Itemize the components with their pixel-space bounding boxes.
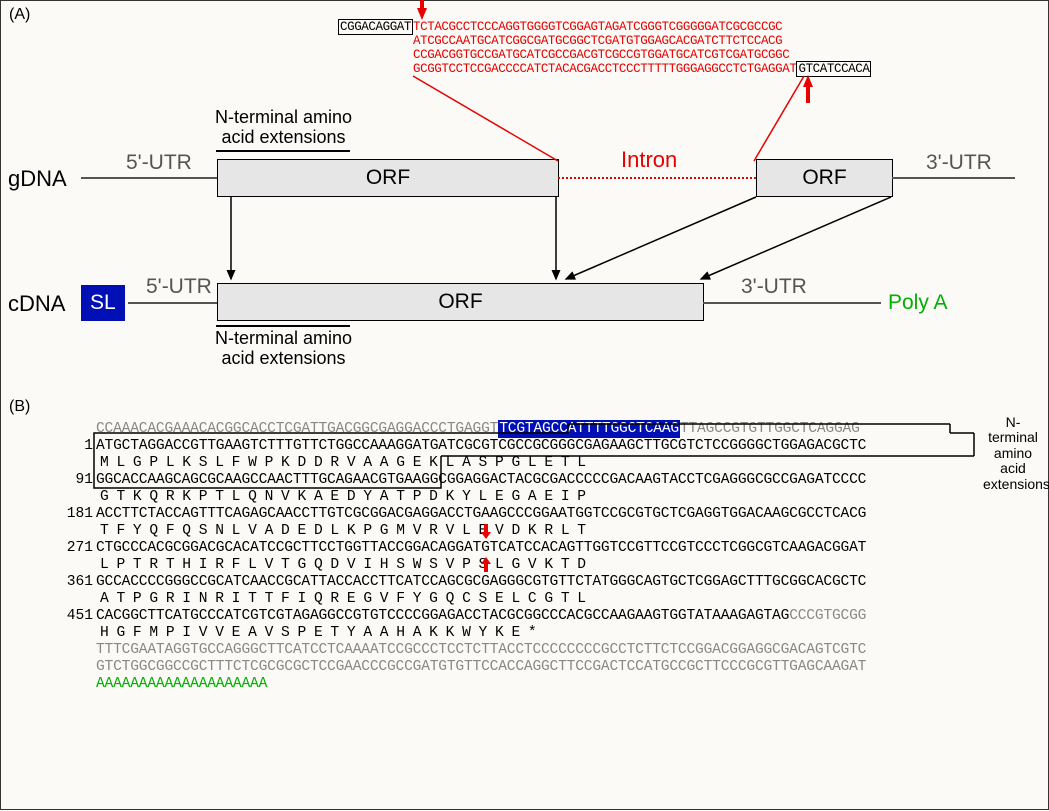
nterm-label-cdna: N-terminal aminoacid extensions: [215, 329, 352, 369]
cdna-3utr-line: [703, 302, 881, 304]
nt-row451: CACGGCTTCATGCCCATCGTCGTAGAGGCCGTGTCCCCGG…: [96, 608, 866, 624]
aa-row451: HGFMPIVVEAVSPETYAAHAKKWYKE*: [96, 625, 544, 641]
pos-181: 181: [59, 506, 93, 522]
intron-seq-line4: GCGGTCCTCCGACCCCATCTACACGACCTCCCTTTTTGGG…: [413, 62, 871, 76]
gdna-3utr-line: [892, 177, 1015, 179]
pos-361: 361: [59, 574, 93, 590]
figure-container: (A) CGGACAGGATTCTACGCCTCCCAGGTGGGGTCGGAG…: [0, 0, 1049, 810]
nt-row181: ACCTTCTACCAGTTTCAGAGCAACCTTGTCGCGGACGAGG…: [96, 506, 866, 522]
pos-271: 271: [59, 540, 93, 556]
aa-row181: TFYQFQSNLVADEDLKPGMVRVLEVDKRLT: [96, 523, 594, 539]
utr3-row1: TTTCGAATAGGTGCCAGGGCTTCATCCTCAAAATCCGCCC…: [96, 642, 866, 658]
polya-label: Poly A: [888, 291, 948, 315]
pos-451: 451: [59, 608, 93, 624]
gdna-5utr-line: [81, 177, 217, 179]
nt-row1: ATGCTAGGACCGTTGAAGTCTTTGTTCTGGCCAAAGGATG…: [96, 438, 866, 454]
intron-left-flank: CGGACAGGAT: [338, 19, 413, 35]
gdna-orf2: ORF: [756, 159, 893, 197]
gdna-orf1: ORF: [217, 159, 559, 197]
nterm-side-label: N-terminal amino acid extensions: [983, 415, 1043, 492]
polya-tail: AAAAAAAAAAAAAAAAAAAA: [96, 676, 267, 692]
panel-b-label: (B): [9, 398, 30, 416]
intron-start-arrow: [417, 8, 427, 20]
intron-seq-line1: CGGACAGGATTCTACGCCTCCCAGGTGGGGTCGGAGTAGA…: [338, 20, 782, 34]
nt-row91: GGCACCAAGCAGCGCAAGCCAACTTTGCAGAACGTGAAGG…: [96, 472, 866, 488]
cdna-5utr-line: [128, 302, 218, 304]
nterm-label-gdna: N-terminal aminoacid extensions: [215, 108, 352, 148]
gdna-label: gDNA: [8, 166, 67, 192]
pos-1: 1: [59, 438, 93, 454]
sl-highlight: TCGTAGCCATTTTGGCTCAAG: [498, 420, 680, 438]
cdna-label: cDNA: [8, 291, 65, 317]
panel-a-label: (A): [9, 6, 30, 24]
sl-box: SL: [81, 285, 125, 321]
intron-end-arrow: [803, 75, 813, 87]
aa-row91: GTKQRKPTLQNVKAEDYATPDKYLEGAEIP: [96, 489, 594, 505]
aa-row361: ATPGRINRITTFIQREGVFYGQCSELCGTL: [96, 591, 594, 607]
cdna-5utr: 5'-UTR: [146, 275, 212, 299]
intron-seq-line3: CCGACGGTGCCGATGCATCGCCGACGTCGCCGTGGATGCA…: [413, 48, 789, 62]
gdna-5utr: 5'-UTR: [126, 151, 192, 175]
utr3-row2: GTCTGGCGGCCGCTTTCTCGCGCGCTCCGAACCCGCCGAT…: [96, 659, 866, 675]
utr5-seq: CCAAACACGAAACACGGCACCTCGATTGACGGCGAGGACC…: [96, 421, 860, 437]
nterm-underline-gdna: [216, 150, 350, 152]
aa-row271: LPTRTHIRFLVTGQDVIHSWSVPSLGVKTD: [96, 557, 594, 573]
panel-a: (A) CGGACAGGATTCTACGCCTCCCAGGTGGGGTCGGAG…: [1, 1, 1048, 396]
intron-seq-line2: ATCGCCAATGCATCGGCGATGCGGCTCGATGTGGAGCACG…: [413, 34, 782, 48]
aa-row1: MLGPLKSLFWPKDDRVAAGEKLASPGLETL: [96, 455, 594, 471]
gdna-intron-line: [558, 177, 756, 179]
pos-91: 91: [59, 472, 93, 488]
panel-b: (B) N-terminal amino acid extensions CCA…: [1, 396, 1048, 811]
nt-row271: CTGCCCACGCGGACGCACATCCGCTTCCTGGTTACCGGAC…: [96, 540, 866, 556]
nterm-underline-cdna: [216, 325, 350, 327]
gdna-3utr: 3'-UTR: [926, 151, 992, 175]
cdna-3utr: 3'-UTR: [741, 275, 807, 299]
cdna-orf: ORF: [217, 283, 704, 321]
gdna-intron-text: Intron: [621, 147, 677, 173]
nt-row361: GCCACCCCGGGCCGCATCAACCGCATTACCACCTTCATCC…: [96, 574, 866, 590]
